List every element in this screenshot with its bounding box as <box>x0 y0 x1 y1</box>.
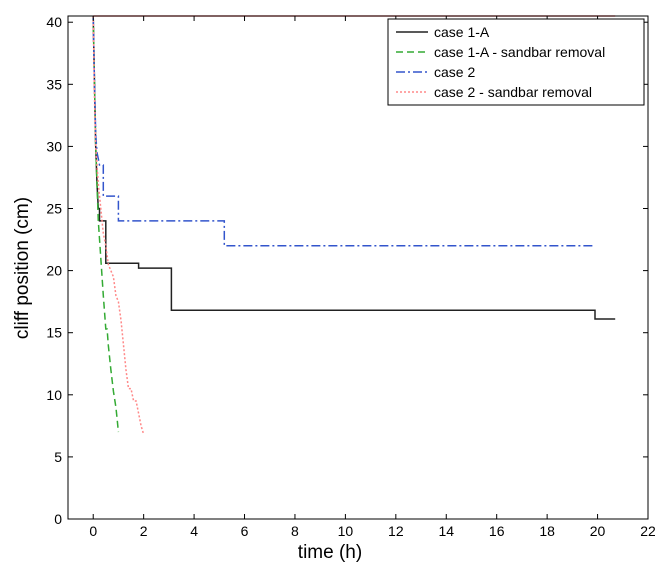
x-tick-label: 10 <box>338 523 354 539</box>
x-tick-label: 12 <box>388 523 404 539</box>
x-tick-label: 6 <box>241 523 249 539</box>
legend-label: case 1-A <box>434 24 490 40</box>
y-tick-label: 20 <box>46 263 62 279</box>
y-tick-label: 0 <box>54 511 62 527</box>
x-tick-label: 2 <box>140 523 148 539</box>
series-line-2 <box>92 15 120 433</box>
y-tick-label: 10 <box>46 387 62 403</box>
legend: case 1-A case 1-A - sandbar removal case 2… <box>387 18 645 106</box>
y-tick-label: 15 <box>46 325 62 341</box>
legend-label: case 2 - sandbar removal <box>434 84 592 100</box>
legend-label: case 2 <box>434 64 475 80</box>
series-line-4 <box>92 15 145 435</box>
series-line-3 <box>92 15 595 247</box>
x-tick-label: 4 <box>190 523 198 539</box>
x-tick-label: 16 <box>489 523 505 539</box>
y-tick-label: 35 <box>46 76 62 92</box>
y-tick-label: 5 <box>54 449 62 465</box>
legend-box <box>387 18 645 106</box>
y-tick-label: 30 <box>46 138 62 154</box>
x-tick-label: 22 <box>640 523 655 539</box>
x-tick-label: 20 <box>590 523 606 539</box>
y-axis-title: cliff position (cm) <box>12 197 33 339</box>
y-tick-label: 40 <box>46 14 62 30</box>
x-axis-title: time (h) <box>298 542 362 563</box>
x-tick-label: 14 <box>438 523 454 539</box>
ticks-group: 0 2 4 6 8 10 12 14 16 18 20 22 0 5 10 15 20 25 30 35 40 <box>46 14 655 539</box>
legend-label: case 1-A - sandbar removal <box>434 44 605 60</box>
plot-frame <box>67 15 649 520</box>
x-tick-label: 0 <box>89 523 97 539</box>
y-tick-label: 25 <box>46 201 62 217</box>
x-tick-label: 8 <box>291 523 299 539</box>
x-tick-label: 18 <box>539 523 555 539</box>
